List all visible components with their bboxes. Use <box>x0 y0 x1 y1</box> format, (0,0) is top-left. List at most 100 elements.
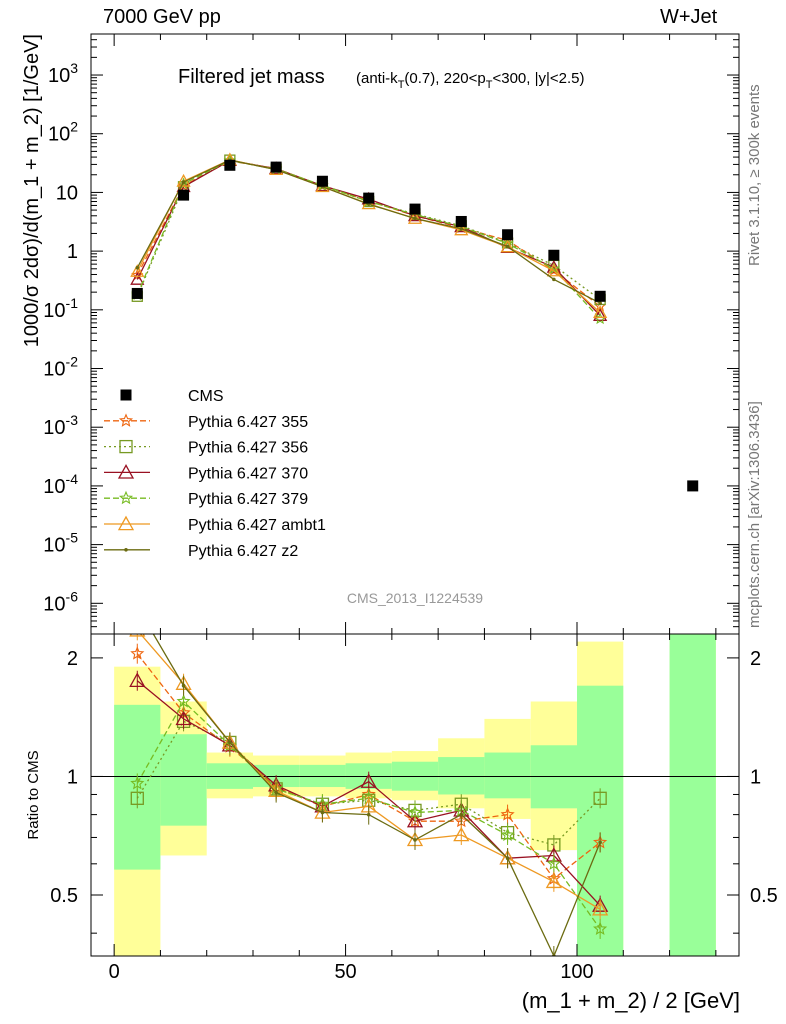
ratio-2-point-5 <box>360 773 377 788</box>
xtick-label-2: 100 <box>560 961 593 983</box>
y-axis-label: 1000/σ 2dσ)/d(m_1 + m_2) [1/GeV] <box>21 34 43 347</box>
series-line-4 <box>136 159 601 313</box>
ratio-3-point-6 <box>407 805 423 819</box>
series-line-3 <box>136 159 601 320</box>
rtick-label-left-1: 1 <box>67 766 78 788</box>
ytick-label-0: 10-6 <box>43 588 78 615</box>
ratio-3-point-1 <box>176 694 191 708</box>
ytick-label-5: 10-1 <box>43 295 78 322</box>
ratio-4-point-7 <box>453 826 470 842</box>
rtick-label-right-0: 0.5 <box>750 885 778 907</box>
chart-title: Filtered jet mass <box>178 66 325 88</box>
data-points <box>131 159 699 492</box>
series-4-point-0 <box>130 264 145 277</box>
ytick-label-2: 10-4 <box>43 471 78 498</box>
series-5-point-0 <box>135 265 140 270</box>
legend-marker-2 <box>117 464 135 479</box>
ytick-label-1: 10-5 <box>43 530 78 557</box>
band-inner-7 <box>438 757 485 795</box>
data-point-7 <box>455 215 467 227</box>
data-point-0 <box>131 287 143 299</box>
series-line-1 <box>136 159 601 301</box>
chart-subtitle: (anti-kT(0.7), 220<pT<300, |y|<2.5) <box>356 70 585 91</box>
ratio-4-point-10 <box>592 900 609 916</box>
data-point-9 <box>548 249 560 261</box>
series-line-0 <box>136 160 601 307</box>
ytick-label-3: 10-3 <box>43 412 78 439</box>
series-2-point-0 <box>130 272 145 285</box>
ratio-1-point-10 <box>593 791 607 805</box>
x-axis-label: (m_1 + m_2) / 2 [GeV] <box>522 988 740 1013</box>
legend-label-0: Pythia 6.427 355 <box>188 414 308 431</box>
axis-ticks: 0 50 100 10-6 10-5 10-4 10-3 10-2 10-1 1 10 102 103 0… <box>43 33 778 983</box>
ratio-4-point-0 <box>129 634 146 637</box>
data-point-3 <box>270 161 282 173</box>
ratio-4-point-9 <box>545 873 562 889</box>
legend-marker-1 <box>119 439 133 454</box>
ratio-5-point-8 <box>505 856 510 861</box>
series-2-point-6 <box>407 208 423 222</box>
data-point-1 <box>178 189 190 201</box>
ratio-2-point-1 <box>175 710 192 726</box>
series-line-2 <box>136 159 601 316</box>
legend-label-1: Pythia 6.427 356 <box>188 440 308 457</box>
ratio-axis-label: Ratio to CMS <box>25 750 42 839</box>
rtick-label-left-0: 0.5 <box>50 885 78 907</box>
ratio-5-point-4 <box>320 810 325 815</box>
ratio-uncertainty-bands <box>114 634 716 956</box>
legend: CMS Pythia 6.427 355 Pythia 6.427 356 Pythi… <box>104 388 326 560</box>
legend-label-4: Pythia 6.427 ambt1 <box>188 517 326 534</box>
ratio-5-point-1 <box>181 683 186 688</box>
series-4-point-10 <box>593 305 608 318</box>
ratio-5-point-3 <box>274 790 278 795</box>
ratio-series <box>129 605 609 956</box>
chart-titles: (m_1 + m_2) / 2 [GeV] 1000/σ 2dσ)/d(m_1 +… <box>21 34 740 1013</box>
legend-marker-4 <box>117 515 135 531</box>
band-inner-11 <box>669 634 716 956</box>
ytick-label-6: 1 <box>67 241 78 263</box>
rtick-label-left-2: 2 <box>67 648 78 670</box>
ratio-3-point-10 <box>593 921 608 935</box>
analysis-watermark: CMS_2013_I1224539 <box>347 590 483 606</box>
legend-marker-0 <box>118 413 134 427</box>
ratio-5-point-2 <box>228 740 232 745</box>
ytick-label-8: 102 <box>48 119 78 146</box>
ratio-3-point-8 <box>500 827 515 842</box>
band-inner-8 <box>484 752 531 799</box>
ytick-label-9: 103 <box>48 60 78 87</box>
rtick-label-right-2: 2 <box>750 648 761 670</box>
data-point-11 <box>687 480 699 492</box>
header-left: 7000 GeV pp <box>103 6 221 28</box>
legend-marker-5 <box>124 548 128 552</box>
ratio-5-point-5 <box>366 812 371 817</box>
series-5-point-6 <box>413 216 417 221</box>
legend-label-5: Pythia 6.427 z2 <box>188 543 298 560</box>
ratio-5-point-0 <box>135 605 139 609</box>
series-4-point-9 <box>546 263 561 277</box>
ratio-5-point-7 <box>459 812 464 817</box>
data-point-5 <box>363 192 375 204</box>
ratio-3-point-0 <box>130 775 145 790</box>
ratio-frame <box>90 633 740 957</box>
ratio-5-point-10 <box>598 840 602 845</box>
series-4-point-8 <box>500 239 515 253</box>
series-5-point-8 <box>505 244 510 249</box>
series-5-point-9 <box>552 277 556 282</box>
ratio-0-point-8 <box>500 807 515 821</box>
legend-label-2: Pythia 6.427 370 <box>188 465 308 482</box>
ratio-2-point-0 <box>129 672 146 687</box>
data-point-4 <box>316 175 328 187</box>
ratio-0-point-0 <box>130 646 145 660</box>
legend-label-3: Pythia 6.427 379 <box>188 491 308 508</box>
data-point-2 <box>224 159 236 171</box>
ratio-2-point-6 <box>406 812 424 828</box>
series-5-point-1 <box>181 180 186 184</box>
ratio-5-point-6 <box>413 838 417 842</box>
legend-label-data: CMS <box>188 388 224 405</box>
rtick-label-right-1: 1 <box>750 766 761 788</box>
data-point-8 <box>502 229 514 241</box>
main-series <box>130 152 608 325</box>
series-5-point-7 <box>459 227 464 231</box>
legend-marker-data <box>120 389 132 401</box>
